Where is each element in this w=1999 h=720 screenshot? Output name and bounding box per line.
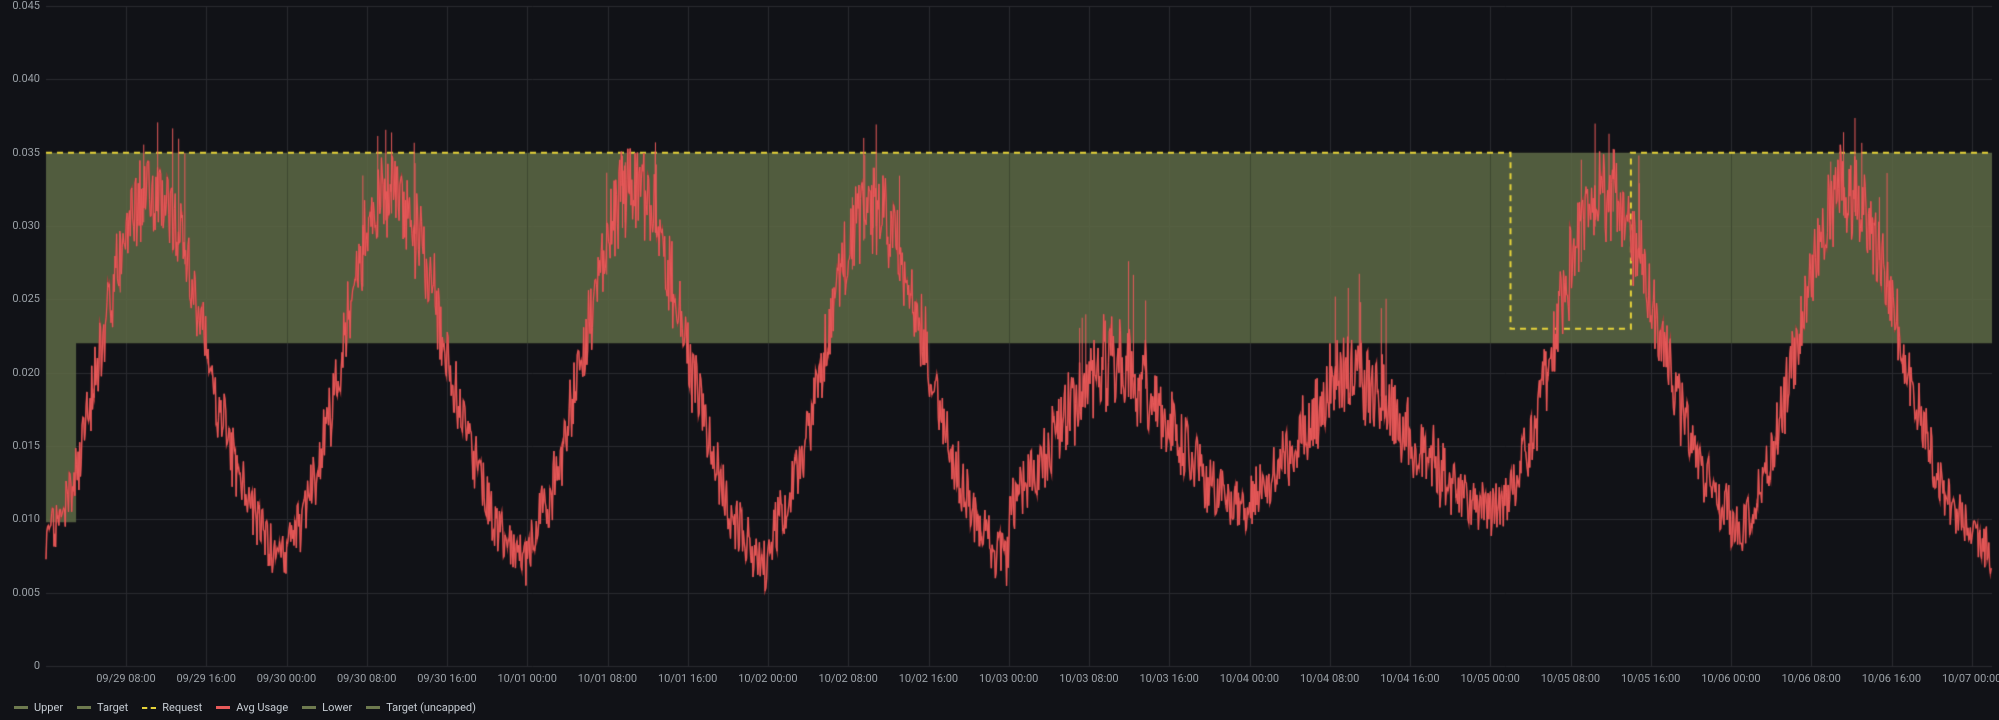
x-tick-label: 10/01 16:00 <box>658 672 717 685</box>
y-tick-label: 0.010 <box>12 512 40 525</box>
legend-label: Avg Usage <box>236 701 288 714</box>
legend-item[interactable]: Target (uncapped) <box>366 701 476 714</box>
x-tick-label: 09/29 16:00 <box>176 672 235 685</box>
y-tick-label: 0.005 <box>12 586 40 599</box>
y-tick-label: 0.015 <box>12 439 40 452</box>
y-tick-label: 0 <box>34 659 40 672</box>
legend-item[interactable]: Target <box>77 701 128 714</box>
legend-swatch <box>366 706 380 709</box>
legend-item[interactable]: Request <box>142 701 202 714</box>
x-tick-label: 10/04 00:00 <box>1220 672 1279 685</box>
x-tick-label: 10/04 16:00 <box>1380 672 1439 685</box>
legend-swatch <box>77 706 91 709</box>
legend-label: Request <box>162 701 202 714</box>
legend[interactable]: Upper Target Request Avg Usage Lower Target (… <box>14 701 476 714</box>
legend-swatch <box>142 707 156 709</box>
legend-item[interactable]: Lower <box>302 701 352 714</box>
legend-swatch <box>14 706 28 709</box>
x-tick-label: 10/01 00:00 <box>497 672 556 685</box>
x-tick-label: 10/05 16:00 <box>1621 672 1680 685</box>
timeseries-panel: 0 0.005 0.010 0.015 0.020 0.025 0.030 0.035 0.04… <box>0 0 1999 720</box>
legend-item[interactable]: Avg Usage <box>216 701 288 714</box>
legend-item[interactable]: Upper <box>14 701 63 714</box>
legend-label: Lower <box>322 701 352 714</box>
x-tick-label: 09/29 08:00 <box>96 672 155 685</box>
legend-swatch <box>302 706 316 709</box>
timeseries-canvas[interactable] <box>0 0 1999 720</box>
y-tick-label: 0.040 <box>12 72 40 85</box>
x-tick-label: 10/06 00:00 <box>1701 672 1760 685</box>
x-tick-label: 10/07 00:00 <box>1942 672 1999 685</box>
x-tick-label: 10/02 16:00 <box>899 672 958 685</box>
x-tick-label: 10/05 08:00 <box>1541 672 1600 685</box>
x-tick-label: 10/01 08:00 <box>578 672 637 685</box>
x-tick-label: 10/04 08:00 <box>1300 672 1359 685</box>
x-tick-label: 10/02 00:00 <box>738 672 797 685</box>
x-tick-label: 10/03 00:00 <box>979 672 1038 685</box>
x-tick-label: 10/03 08:00 <box>1059 672 1118 685</box>
x-tick-label: 09/30 16:00 <box>417 672 476 685</box>
x-tick-label: 09/30 00:00 <box>257 672 316 685</box>
legend-swatch <box>216 706 230 709</box>
legend-label: Upper <box>34 701 63 714</box>
x-tick-label: 10/05 00:00 <box>1460 672 1519 685</box>
x-tick-label: 10/03 16:00 <box>1139 672 1198 685</box>
y-tick-label: 0.045 <box>12 0 40 12</box>
x-tick-label: 09/30 08:00 <box>337 672 396 685</box>
legend-label: Target (uncapped) <box>386 701 476 714</box>
x-tick-label: 10/02 08:00 <box>818 672 877 685</box>
y-tick-label: 0.030 <box>12 219 40 232</box>
legend-label: Target <box>97 701 128 714</box>
y-tick-label: 0.035 <box>12 146 40 159</box>
x-tick-label: 10/06 08:00 <box>1781 672 1840 685</box>
y-tick-label: 0.025 <box>12 292 40 305</box>
y-tick-label: 0.020 <box>12 366 40 379</box>
x-tick-label: 10/06 16:00 <box>1862 672 1921 685</box>
